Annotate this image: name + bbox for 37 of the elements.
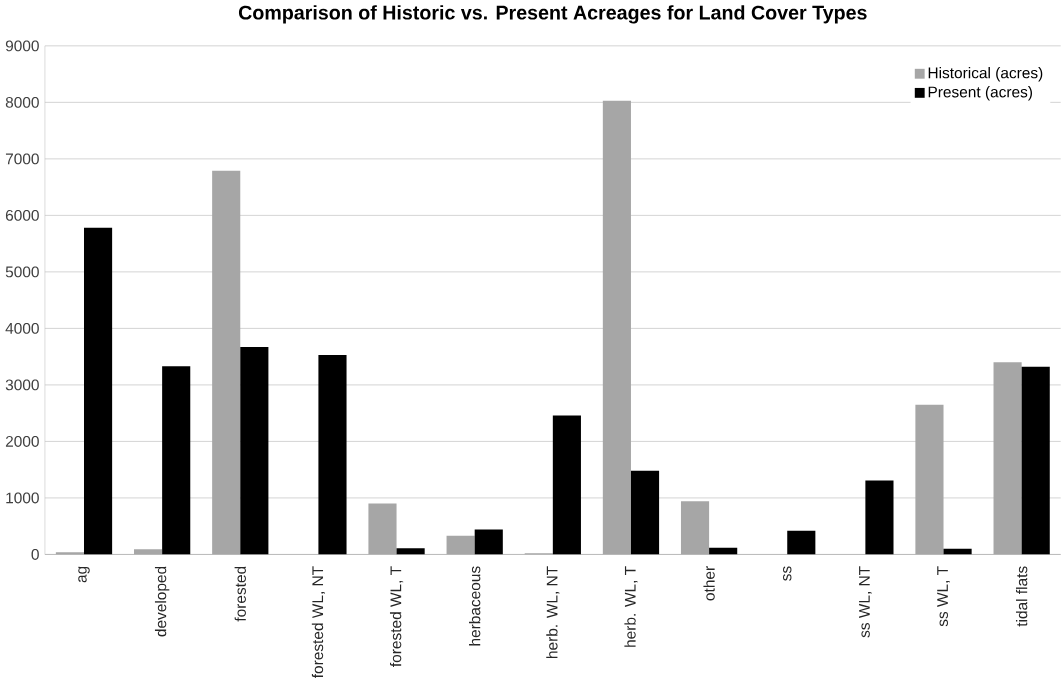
chart-title: Comparison of Historic vs. Present Acreages for Land Cover Types [238, 4, 867, 24]
bar [630, 470, 660, 555]
x-tick-label: forested WL, T [389, 566, 404, 667]
y-tick-label: 8000 [5, 96, 39, 108]
bar [162, 366, 191, 555]
y-tick-label: 2000 [5, 435, 39, 447]
y-tick-label: 6000 [5, 209, 39, 221]
bar [396, 548, 425, 555]
x-tick-label: developed [154, 566, 170, 637]
y-tick-label: 7000 [5, 153, 39, 165]
bar [1021, 366, 1050, 555]
y-tick-label: 4000 [5, 322, 39, 334]
x-tick-label: other [703, 565, 715, 601]
legend-label: Present (acres) [928, 85, 1033, 101]
y-tick-label: 3000 [5, 379, 39, 391]
y-tick-label: 1000 [6, 492, 39, 504]
bar [865, 480, 894, 555]
x-tick-label: forested [234, 566, 246, 622]
y-tick-label: 5000 [5, 266, 39, 278]
bar [318, 354, 347, 555]
x-tick-label: herbaceous [469, 566, 481, 646]
x-tick-label: ag [78, 566, 90, 583]
x-tick-label: forested WL, NT [311, 566, 325, 678]
bar [474, 529, 503, 555]
bar [84, 227, 113, 555]
x-tick-label: ss WL, NT [859, 566, 872, 638]
x-tick-label: ss WL, T [937, 566, 950, 627]
legend-label: Historical (acres) [928, 66, 1043, 82]
x-tick-label: ss [783, 566, 792, 581]
x-tick-label: herb. WL, NT [546, 566, 560, 658]
y-tick-label: 0 [31, 548, 39, 560]
y-tick-label: 9000 [5, 40, 39, 52]
bar [787, 530, 816, 555]
bar [240, 346, 269, 555]
x-tick-label: tidal flats [1015, 566, 1028, 627]
x-tick-label: herb. WL, T [624, 566, 638, 647]
bar [552, 415, 581, 555]
